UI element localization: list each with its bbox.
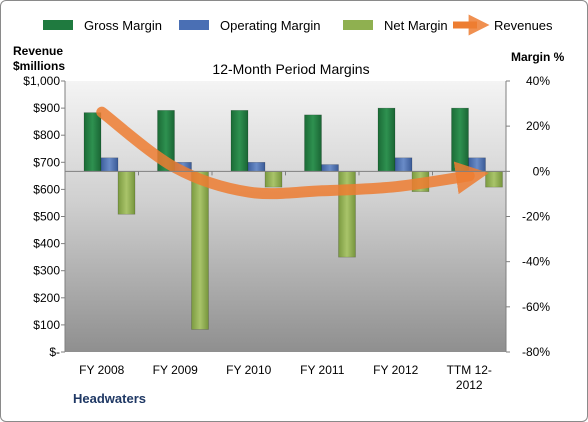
bar-net-margin-5 xyxy=(485,171,503,188)
bar-gross-margin-0 xyxy=(83,112,102,172)
bar-net-margin-2 xyxy=(264,171,283,188)
revenue-series xyxy=(96,106,489,200)
left-axis-title-line1: Revenue xyxy=(13,44,63,58)
left-tick-label-1: $100 xyxy=(33,318,60,332)
legend-swatch-2 xyxy=(343,20,373,30)
bar-gross-margin-5 xyxy=(451,107,469,172)
right-tick-label-2: 0% xyxy=(533,164,551,178)
bar-operating-margin-5 xyxy=(468,157,486,172)
left-tick-label-4: $400 xyxy=(33,237,60,251)
company-label: Headwaters xyxy=(73,391,146,406)
right-axis: 40% 20% 0% -20% -40% -60% -80% xyxy=(505,74,551,359)
x-tick-label-0: FY 2008 xyxy=(79,363,124,377)
legend-label-3: Revenues xyxy=(494,18,553,33)
right-tick-label-4: -40% xyxy=(522,255,550,269)
legend: Gross Margin Operating Margin Net Margin Re… xyxy=(43,14,553,36)
legend-label-1: Operating Margin xyxy=(220,18,320,33)
plot-area xyxy=(65,81,506,352)
legend-swatch-0 xyxy=(43,20,73,30)
legend-label-0: Gross Margin xyxy=(84,18,162,33)
legend-label-2: Net Margin xyxy=(384,18,448,33)
bar-operating-margin-3 xyxy=(321,164,339,172)
bar-gross-margin-3 xyxy=(304,114,322,172)
left-tick-label-8: $800 xyxy=(33,128,60,142)
legend-swatch-1 xyxy=(179,20,209,30)
x-tick-label-1: FY 2009 xyxy=(153,363,198,377)
x-tick-label-4: FY 2012 xyxy=(373,363,418,377)
right-tick-label-0: 40% xyxy=(526,74,550,88)
left-tick-label-7: $700 xyxy=(33,155,60,169)
right-tick-label-6: -80% xyxy=(522,345,550,359)
bar-net-margin-1 xyxy=(191,171,209,330)
x-tick-label-2: FY 2010 xyxy=(226,363,271,377)
revenues-line xyxy=(96,106,489,200)
left-tick-label-0: $- xyxy=(49,345,60,359)
right-tick-label-5: -60% xyxy=(522,300,550,314)
chart-title: 12-Month Period Margins xyxy=(212,61,369,77)
bar-gross-margin-2 xyxy=(230,110,249,172)
left-tick-label-3: $300 xyxy=(33,264,60,278)
x-axis: FY 2008 FY 2009 FY 2010 FY 2011 FY 2012 TTM 1… xyxy=(64,170,507,392)
x-tick-label-5-line0: TTM 12- xyxy=(447,363,492,377)
bar-gross-margin-4 xyxy=(377,107,396,172)
right-axis-title: Margin % xyxy=(511,50,565,64)
left-axis-title-line2: $millions xyxy=(13,59,65,73)
left-tick-label-5: $500 xyxy=(33,210,60,224)
left-axis: $- $100 $200 $300 $400 $500 $600 $700 $800 $900 $1… xyxy=(23,74,66,359)
left-tick-label-6: $600 xyxy=(33,182,60,196)
left-tick-label-10: $1,000 xyxy=(23,74,60,88)
right-tick-label-1: 20% xyxy=(526,119,550,133)
x-tick-label-3: FY 2011 xyxy=(300,363,345,377)
bar-operating-margin-0 xyxy=(100,157,119,172)
left-tick-label-9: $900 xyxy=(33,101,60,115)
right-tick-label-3: -20% xyxy=(522,210,550,224)
left-tick-label-2: $200 xyxy=(33,291,60,305)
bar-operating-margin-4 xyxy=(394,157,413,172)
bar-net-margin-0 xyxy=(117,171,136,215)
x-tick-label-5-line1: 2012 xyxy=(456,378,483,392)
bar-operating-margin-2 xyxy=(247,162,266,172)
